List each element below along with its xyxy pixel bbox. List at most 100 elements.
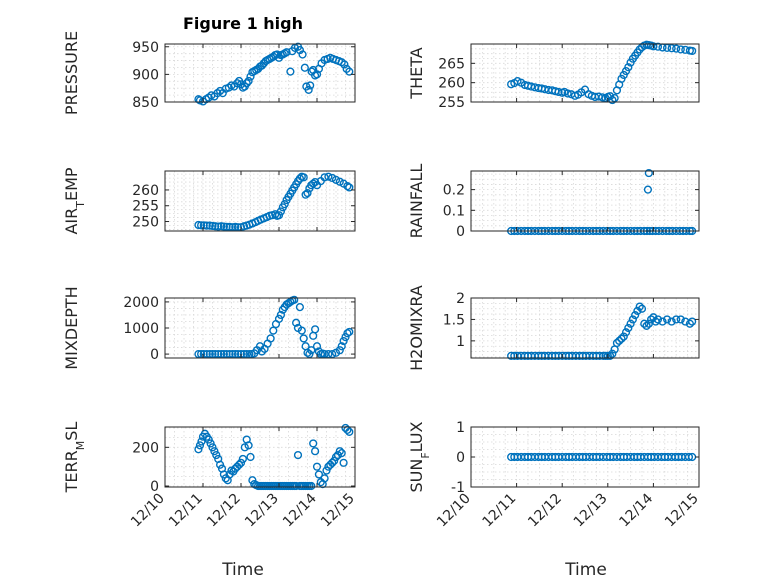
- data-point: [292, 318, 301, 327]
- data-point: [340, 60, 349, 69]
- y-tick-label: 260: [132, 183, 159, 199]
- y-tick-label: -1: [451, 480, 465, 496]
- data-point: [274, 314, 284, 323]
- y-tick-label: 1.5: [443, 312, 465, 328]
- data-point: [672, 44, 681, 53]
- data-point: [685, 319, 694, 328]
- y-tick-label: 0.1: [443, 203, 465, 219]
- data-point: [328, 458, 337, 467]
- figure-title: Figure 1 high: [183, 14, 303, 33]
- data-point: [672, 315, 681, 324]
- data-point: [292, 481, 301, 491]
- subplot-8: -1 0 1 12/10 12/11 12/12 12/13 12/14 12/15 SUNFLU…: [407, 420, 702, 530]
- data-point: [345, 183, 354, 192]
- data-point: [297, 326, 306, 335]
- data-point: [320, 173, 329, 182]
- data-point: [309, 179, 318, 188]
- y-tick-label: 255: [438, 95, 465, 111]
- data-point: [626, 319, 635, 328]
- y-tick-label: 900: [132, 67, 159, 83]
- data-point: [337, 449, 346, 458]
- y-tick-label: 1000: [123, 321, 159, 337]
- x-tick-label: 12/12: [525, 491, 565, 531]
- y-tick-label: 1: [456, 334, 465, 350]
- axes-border: [470, 297, 700, 359]
- data-point: [208, 349, 217, 359]
- data-point: [637, 304, 647, 313]
- y-tick-label: 2: [456, 291, 465, 307]
- subplot-1: 850 900 950 PRESSURE: [62, 31, 356, 115]
- y-tick-label: 250: [132, 215, 159, 231]
- data-point: [222, 222, 231, 231]
- data-point: [615, 336, 624, 345]
- data-point: [269, 326, 278, 335]
- x-tick-label: 12/15: [662, 491, 702, 531]
- data-point: [217, 349, 226, 359]
- data-point: [345, 327, 354, 337]
- y-tick-label: 0: [150, 479, 159, 495]
- data-point: [286, 67, 295, 76]
- y-tick-label: 850: [132, 95, 159, 111]
- data-point: [643, 185, 653, 194]
- data-point: [208, 443, 217, 452]
- x-tick-label: 12/10: [128, 491, 168, 531]
- data-point: [649, 42, 658, 51]
- data-point: [312, 70, 322, 79]
- data-point: [328, 349, 337, 359]
- data-point: [658, 317, 667, 326]
- data-point: [306, 81, 315, 90]
- data-point: [311, 325, 320, 334]
- data-point: [300, 63, 309, 72]
- data-point: [554, 87, 563, 97]
- data-point: [246, 452, 255, 462]
- data-point: [337, 342, 346, 351]
- data-point: [331, 452, 341, 462]
- data-point: [298, 50, 307, 59]
- data-point: [676, 45, 685, 54]
- y-tick-label: 260: [438, 76, 465, 92]
- data-point: [322, 466, 331, 475]
- data-point: [214, 349, 223, 359]
- data-point: [231, 349, 240, 359]
- data-point: [219, 470, 229, 479]
- data-point: [194, 349, 203, 359]
- data-point: [211, 222, 220, 231]
- y-axis-label: PRESSURE: [62, 31, 81, 115]
- y-axis-label: MIXDEPTH: [62, 286, 81, 369]
- data-point: [339, 336, 348, 346]
- data-point: [314, 470, 324, 479]
- data-point: [312, 342, 322, 351]
- left-x-axis-label: Time: [221, 560, 264, 580]
- data-point: [246, 72, 255, 81]
- y-tick-label: 200: [132, 440, 159, 456]
- data-point: [598, 93, 607, 102]
- y-tick-label: 0: [456, 450, 465, 466]
- data-point: [293, 450, 303, 460]
- data-point: [210, 447, 219, 456]
- x-tick-label: 12/12: [204, 491, 244, 531]
- data-point: [216, 460, 225, 469]
- data-point: [684, 452, 694, 462]
- x-tick-label: 12/14: [616, 490, 656, 530]
- data-point: [631, 311, 640, 320]
- data-point: [214, 222, 223, 231]
- y-axis-label: RAINFALL: [407, 164, 426, 239]
- data-point: [280, 200, 289, 209]
- data-point: [303, 189, 312, 198]
- data-point: [324, 172, 333, 181]
- data-point: [199, 349, 208, 359]
- data-point: [649, 313, 658, 322]
- data-point: [311, 447, 320, 456]
- data-point: [235, 460, 244, 469]
- y-axis-label: AIRTEMP: [62, 167, 87, 234]
- data-point: [295, 174, 305, 183]
- data-point: [605, 351, 615, 360]
- data-point: [205, 349, 214, 359]
- data-point: [320, 349, 329, 359]
- x-tick-label: 12/13: [571, 491, 611, 531]
- subplot-6: 1 1.5 2 H2OMIXRA: [407, 285, 700, 371]
- data-point: [335, 346, 344, 355]
- data-point: [324, 349, 333, 359]
